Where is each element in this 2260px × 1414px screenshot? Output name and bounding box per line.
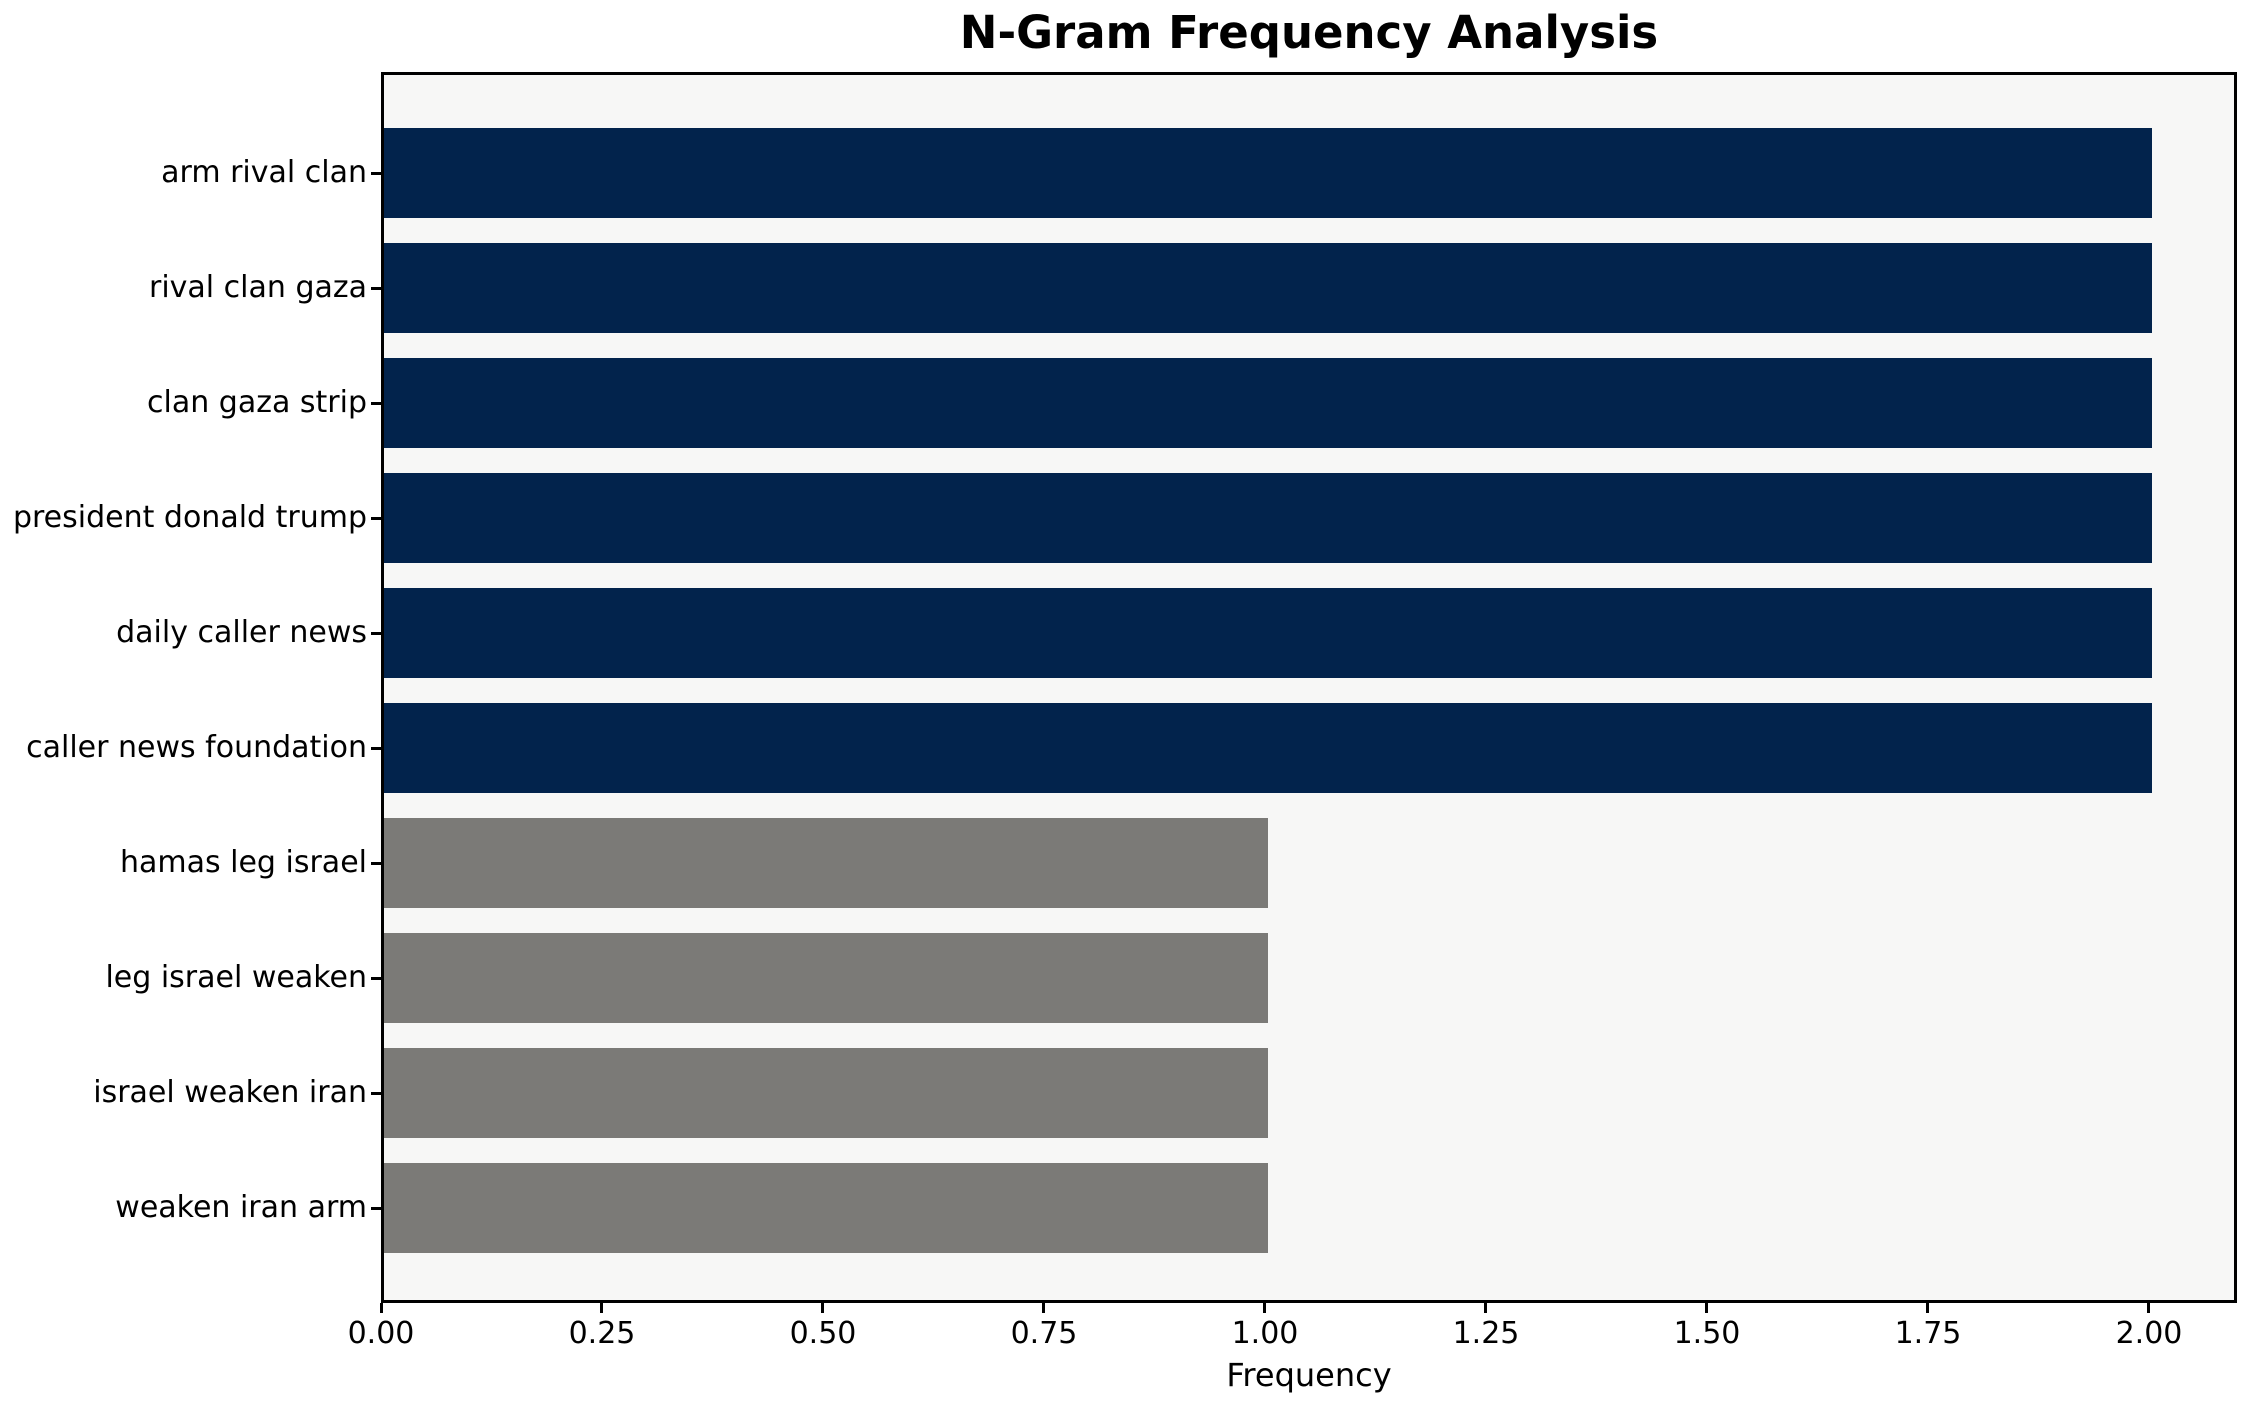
y-tick-mark — [371, 747, 381, 750]
y-tick-mark — [371, 632, 381, 635]
x-tick-mark — [2147, 1303, 2150, 1313]
y-tick-mark — [371, 1092, 381, 1095]
y-tick-mark — [371, 862, 381, 865]
x-tick-mark — [380, 1303, 383, 1313]
y-tick-label: daily caller news — [116, 615, 367, 650]
bar — [384, 1048, 1268, 1138]
x-tick-mark — [1926, 1303, 1929, 1313]
y-tick-label: israel weaken iran — [93, 1075, 367, 1110]
x-tick-label: 1.75 — [1894, 1316, 1962, 1351]
bar — [384, 128, 2152, 218]
x-tick-label: 0.50 — [789, 1316, 857, 1351]
x-tick-mark — [1042, 1303, 1045, 1313]
y-tick-label: leg israel weaken — [105, 960, 367, 995]
x-tick-label: 0.75 — [1010, 1316, 1078, 1351]
y-tick-label: weaken iran arm — [115, 1190, 367, 1225]
y-tick-mark — [371, 1207, 381, 1210]
y-tick-mark — [371, 172, 381, 175]
y-tick-mark — [371, 287, 381, 290]
bar — [384, 588, 2152, 678]
y-tick-label: president donald trump — [12, 500, 367, 535]
x-tick-label: 2.00 — [2115, 1316, 2183, 1351]
bar — [384, 473, 2152, 563]
y-tick-mark — [371, 402, 381, 405]
y-tick-label: clan gaza strip — [147, 385, 367, 420]
x-tick-mark — [1484, 1303, 1487, 1313]
bar — [384, 933, 1268, 1023]
bar — [384, 818, 1268, 908]
bar — [384, 703, 2152, 793]
y-tick-label: arm rival clan — [161, 155, 367, 190]
x-tick-label: 1.00 — [1231, 1316, 1299, 1351]
x-axis-label: Frequency — [1226, 1356, 1392, 1394]
x-tick-mark — [1705, 1303, 1708, 1313]
y-tick-mark — [371, 977, 381, 980]
x-tick-mark — [821, 1303, 824, 1313]
y-tick-mark — [371, 517, 381, 520]
x-tick-label: 0.25 — [568, 1316, 636, 1351]
x-tick-label: 1.50 — [1673, 1316, 1741, 1351]
bar — [384, 358, 2152, 448]
bar — [384, 1163, 1268, 1253]
bar — [384, 243, 2152, 333]
y-tick-label: rival clan gaza — [149, 270, 367, 305]
x-tick-mark — [1263, 1303, 1266, 1313]
plot-area — [381, 72, 2237, 1303]
x-tick-label: 0.00 — [347, 1316, 415, 1351]
y-tick-label: caller news foundation — [26, 730, 367, 765]
y-tick-label: hamas leg israel — [119, 845, 367, 880]
chart-title: N-Gram Frequency Analysis — [959, 6, 1659, 59]
x-tick-label: 1.25 — [1452, 1316, 1520, 1351]
x-tick-mark — [600, 1303, 603, 1313]
